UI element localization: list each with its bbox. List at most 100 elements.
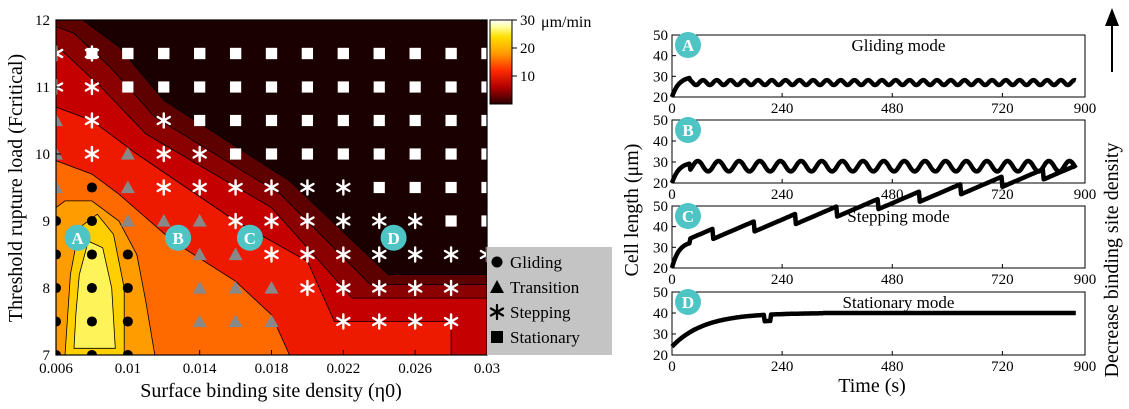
stepping-marker xyxy=(371,313,387,330)
transition-marker xyxy=(192,281,207,294)
stepping-marker xyxy=(56,45,64,62)
panel-y-tick-label: 30 xyxy=(653,327,668,343)
transition-marker xyxy=(192,247,207,261)
transition-marker xyxy=(192,214,207,227)
y-tick-label: 11 xyxy=(36,80,50,96)
stationary-marker xyxy=(481,215,487,227)
stationary-marker xyxy=(481,148,487,160)
stepping-marker xyxy=(192,179,207,196)
stationary-marker xyxy=(445,47,457,60)
stationary-marker xyxy=(481,81,487,93)
transition-marker xyxy=(264,281,279,294)
panel-badge: A xyxy=(682,36,695,55)
stepping-marker xyxy=(264,179,279,196)
stationary-marker xyxy=(229,81,242,93)
panel-badge: D xyxy=(682,293,694,312)
phase-legend: Gliding Transition Stepping Stationary xyxy=(487,247,612,355)
stepping-marker xyxy=(336,246,351,263)
panel-x-tick-label: 720 xyxy=(991,187,1014,203)
stationary-marker xyxy=(445,148,457,160)
stepping-marker xyxy=(156,112,172,129)
phase-markers xyxy=(56,45,487,355)
stepping-marker xyxy=(56,78,64,96)
gliding-marker xyxy=(122,316,133,327)
panel-x-tick-label: 480 xyxy=(881,359,904,375)
panel-x-tick-label: 0 xyxy=(668,359,676,375)
cell-length-series xyxy=(670,310,1078,349)
panel-y-tick-label: 50 xyxy=(653,28,668,44)
stationary-marker xyxy=(265,47,278,60)
transition-marker xyxy=(120,180,135,194)
stationary-marker xyxy=(337,114,349,127)
panel-x-tick-label: 0 xyxy=(668,272,676,288)
panel-title: Gliding mode xyxy=(852,36,946,55)
gliding-marker xyxy=(122,282,133,294)
legend-item-gliding: Gliding xyxy=(491,253,562,272)
legend-item-stationary: Stationary xyxy=(491,328,580,347)
colorbar-tick-label: 20 xyxy=(520,41,535,57)
stepping-marker xyxy=(336,212,351,230)
legend-box xyxy=(487,247,612,355)
gliding-marker xyxy=(86,182,97,193)
transition-marker xyxy=(264,314,279,328)
x-tick-label: 0.022 xyxy=(326,361,360,377)
transition-marker xyxy=(56,180,63,194)
stationary-marker xyxy=(337,47,349,60)
stationary-marker xyxy=(373,81,385,93)
stationary-marker xyxy=(373,114,385,127)
stationary-marker xyxy=(265,114,278,127)
panel-x-tick-label: 900 xyxy=(1074,187,1097,203)
stepping-marker xyxy=(228,179,243,196)
stationary-marker xyxy=(265,148,278,160)
stepping-marker xyxy=(156,179,172,196)
legend-label: Gliding xyxy=(510,253,562,272)
panel-x-tick-label: 480 xyxy=(881,101,904,117)
stepping-marker xyxy=(407,279,423,297)
panel-y-tick-label: 20 xyxy=(653,348,668,364)
stationary-marker xyxy=(337,148,349,160)
time-panel-d: 20 30 40 50 0 240 480 720 900 Stationary mode D xyxy=(653,285,1096,375)
time-panel-a: 20 30 40 50 0 240 480 720 900 Gliding mode A xyxy=(653,28,1096,117)
gliding-marker xyxy=(86,282,97,294)
legend-label: Transition xyxy=(510,278,580,297)
svg-text:A: A xyxy=(71,229,84,248)
colorbar-unit: μm/min xyxy=(541,14,591,31)
panel-x-tick-label: 720 xyxy=(991,272,1014,288)
legend-label: Stepping xyxy=(510,303,571,322)
phase-diagram: A B C D 0.006 0.01 0.014 0.018 0.022 0.026 0.03 7… xyxy=(5,13,500,402)
cell-length-series xyxy=(669,163,1078,269)
y-tick-label: 10 xyxy=(35,147,50,163)
stepping-marker xyxy=(443,279,459,297)
stationary-marker xyxy=(445,81,457,93)
stationary-marker xyxy=(481,47,487,60)
colorbar-tick-label: 10 xyxy=(520,69,535,85)
panel-x-tick-label: 0 xyxy=(668,101,676,117)
transition-marker xyxy=(228,281,243,294)
panel-x-tick-label: 900 xyxy=(1074,272,1097,288)
stationary-marker xyxy=(265,81,278,93)
legend-label: Stationary xyxy=(510,328,580,347)
y-tick-label: 12 xyxy=(35,13,50,29)
stationary-marker xyxy=(409,47,421,60)
region-badge-c: C xyxy=(236,224,263,251)
panel-y-tick-label: 40 xyxy=(653,49,668,65)
panel-badge: C xyxy=(682,207,694,226)
gliding-marker xyxy=(86,249,97,260)
panel-y-tick-label: 20 xyxy=(653,176,668,192)
stationary-marker xyxy=(409,114,421,127)
transition-marker xyxy=(228,314,243,328)
svg-text:C: C xyxy=(244,229,256,248)
contour-band xyxy=(73,240,116,349)
panel-y-tick-label: 40 xyxy=(653,306,668,322)
stepping-marker xyxy=(336,279,351,297)
stationary-marker xyxy=(445,114,457,127)
y-tick-label: 8 xyxy=(43,281,51,297)
panel-y-tick-label: 20 xyxy=(653,90,668,106)
time-x-axis-label: Time (s) xyxy=(838,375,906,397)
decrease-binding-label: Decrease binding site density xyxy=(1101,143,1123,378)
gliding-marker xyxy=(56,249,62,260)
x-tick-label: 0.014 xyxy=(183,361,217,377)
